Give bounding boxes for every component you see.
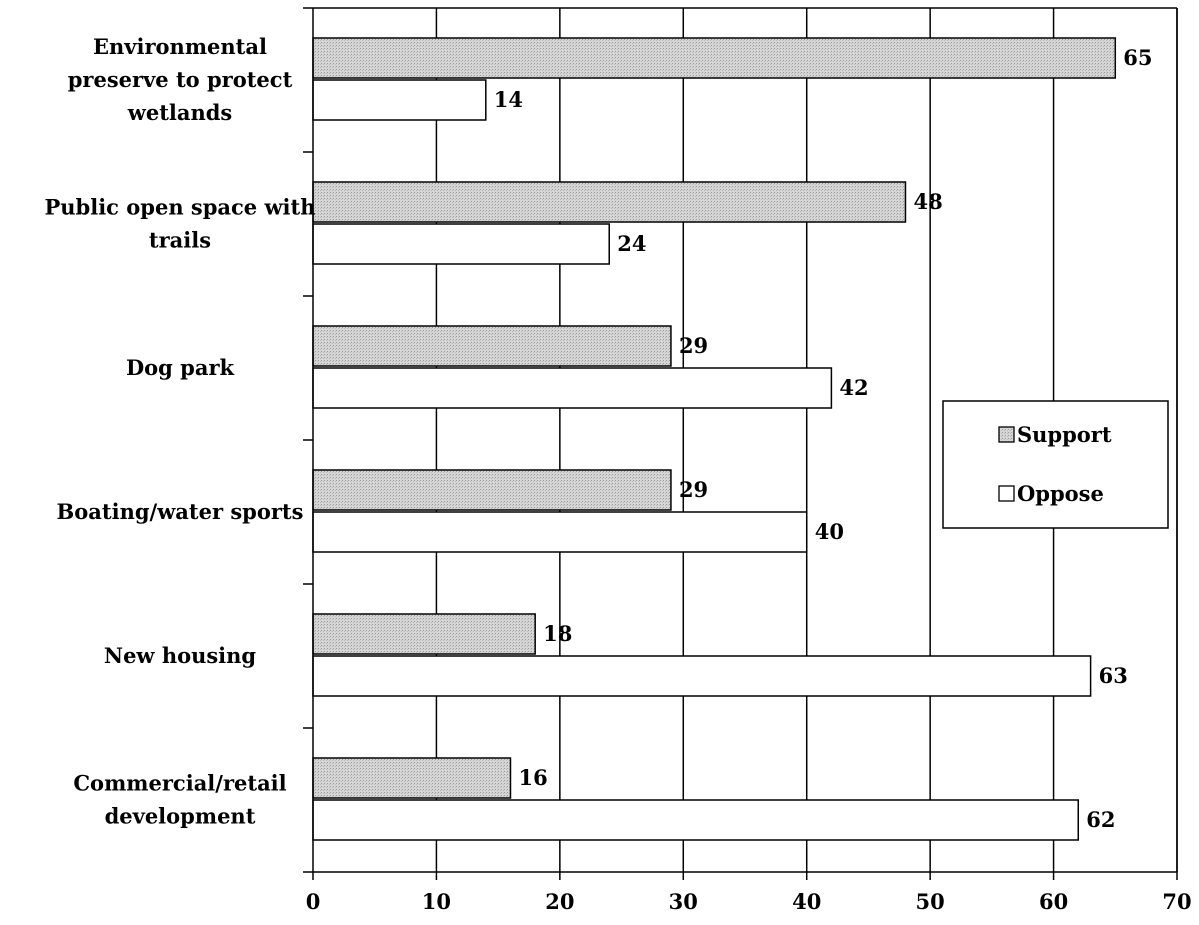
x-tick-label: 30 xyxy=(669,889,698,914)
bar-oppose-4 xyxy=(312,655,1092,697)
legend-swatch-oppose xyxy=(998,485,1015,502)
bar-support-5 xyxy=(312,757,512,799)
category-label: Dog park xyxy=(126,355,235,380)
data-label-oppose: 42 xyxy=(839,375,868,400)
bar-support-1 xyxy=(312,181,907,223)
x-tick-label: 40 xyxy=(792,889,821,914)
bar-oppose-2 xyxy=(312,367,833,409)
bar-oppose-0 xyxy=(312,79,487,121)
category-label: Commercial/retail xyxy=(73,771,286,796)
legend: Support Oppose xyxy=(942,400,1169,529)
data-label-support: 18 xyxy=(543,621,572,646)
legend-box xyxy=(942,400,1169,529)
data-label-oppose: 63 xyxy=(1099,663,1128,688)
bar-oppose-3 xyxy=(312,511,808,553)
category-label: trails xyxy=(149,228,211,253)
x-tick-label: 10 xyxy=(422,889,451,914)
category-label: Boating/water sports xyxy=(57,499,304,524)
x-tick-label: 50 xyxy=(916,889,945,914)
legend-label-support: Support xyxy=(1017,422,1112,447)
bar-oppose-1 xyxy=(312,223,610,265)
data-label-oppose: 62 xyxy=(1086,807,1115,832)
data-label-oppose: 24 xyxy=(617,231,646,256)
data-label-support: 29 xyxy=(679,477,708,502)
legend-label-oppose: Oppose xyxy=(1017,481,1104,506)
data-label-support: 29 xyxy=(679,333,708,358)
bar-support-2 xyxy=(312,325,672,367)
data-label-support: 48 xyxy=(913,189,942,214)
x-tick-label: 0 xyxy=(306,889,321,914)
category-label: Environmental xyxy=(93,34,267,59)
bar-support-4 xyxy=(312,613,536,655)
bar-support-0 xyxy=(312,37,1117,79)
data-label-support: 16 xyxy=(518,765,547,790)
bars xyxy=(312,37,1117,841)
legend-swatch-support xyxy=(998,426,1015,443)
category-label: preserve to protect xyxy=(68,67,293,92)
category-label: New housing xyxy=(104,643,257,668)
x-tick-label: 20 xyxy=(545,889,574,914)
data-label-support: 65 xyxy=(1123,45,1152,70)
data-label-oppose: 14 xyxy=(494,87,523,112)
bar-oppose-5 xyxy=(312,799,1080,841)
x-tick-label: 60 xyxy=(1039,889,1068,914)
category-label: Public open space with xyxy=(44,195,315,220)
bar-support-3 xyxy=(312,469,672,511)
x-tick-label: 70 xyxy=(1162,889,1191,914)
category-label: development xyxy=(105,804,256,829)
category-label: wetlands xyxy=(127,100,233,125)
data-label-oppose: 40 xyxy=(815,519,844,544)
axes: 0 10 20 30 40 50 60 70 xyxy=(303,7,1192,914)
labels: 65 14 Environmental preserve to protect wetl… xyxy=(44,34,1152,832)
